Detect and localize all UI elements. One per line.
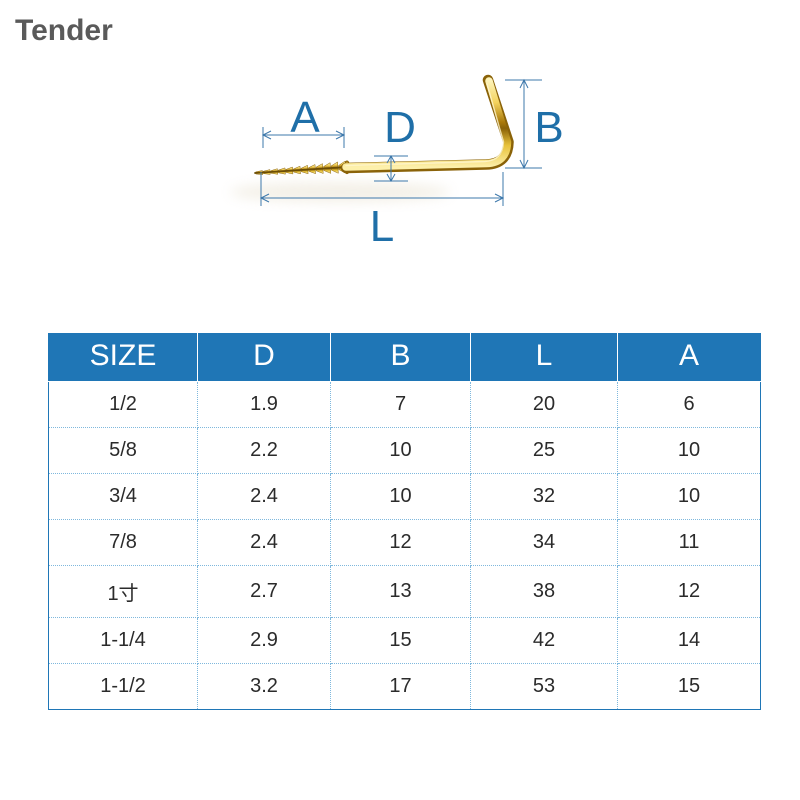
svg-text:A: A — [290, 93, 320, 142]
svg-text:L: L — [370, 202, 394, 251]
svg-text:B: B — [534, 103, 563, 152]
svg-text:D: D — [384, 103, 416, 152]
